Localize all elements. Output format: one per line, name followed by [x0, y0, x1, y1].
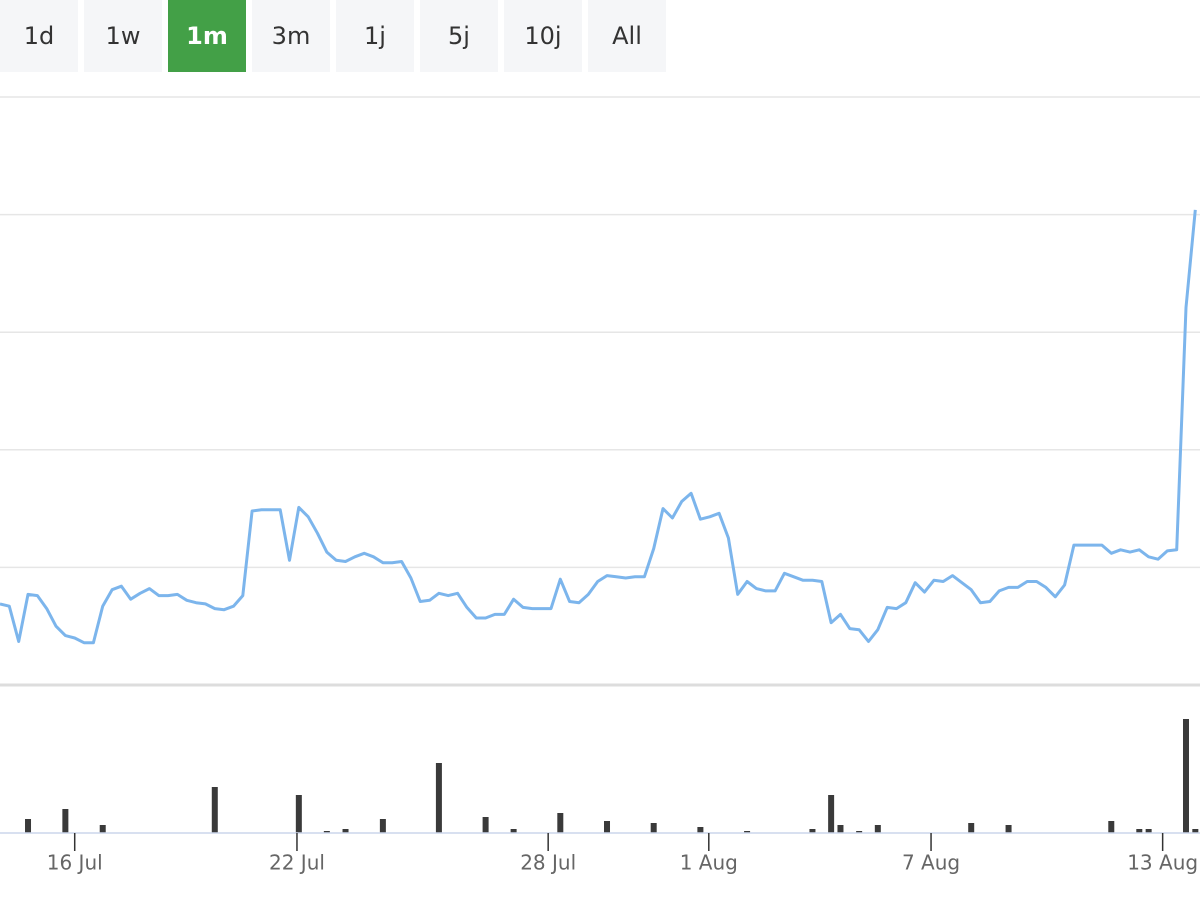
volume-bar — [99, 825, 106, 833]
range-button[interactable]: 1m — [168, 0, 246, 72]
volume-bar — [874, 825, 881, 833]
volume-bar — [211, 787, 218, 833]
volume-bar — [837, 825, 844, 833]
range-button[interactable]: All — [588, 0, 666, 72]
range-button[interactable]: 1d — [0, 0, 78, 72]
volume-bar — [295, 795, 302, 833]
volume-bar — [856, 831, 863, 833]
volume-bar — [809, 829, 816, 833]
volume-bar — [557, 813, 564, 833]
volume-bar — [1192, 829, 1199, 833]
volume-bar — [435, 763, 442, 833]
x-tick-label: 22 Jul — [269, 851, 325, 875]
volume-bar — [482, 817, 489, 833]
volume-bar — [1108, 821, 1115, 833]
volume-bar — [323, 831, 330, 833]
range-button[interactable]: 5j — [420, 0, 498, 72]
volume-bar — [1145, 829, 1152, 833]
x-tick-label: 16 Jul — [47, 851, 103, 875]
volume-bar — [968, 823, 975, 833]
x-tick-label: 7 Aug — [902, 851, 960, 875]
volume-bar — [744, 831, 751, 833]
price-line — [0, 209, 1197, 645]
range-button[interactable]: 3m — [252, 0, 330, 72]
volume-bar — [697, 827, 704, 833]
x-tick-label: 28 Jul — [520, 851, 576, 875]
volume-bar — [828, 795, 835, 833]
volume-bar — [650, 823, 657, 833]
range-button[interactable]: 1w — [84, 0, 162, 72]
range-button[interactable]: 1j — [336, 0, 414, 72]
volume-bar — [379, 819, 386, 833]
volume-bar — [604, 821, 611, 833]
volume-bar — [342, 829, 349, 833]
volume-bar — [1136, 829, 1143, 833]
volume-bar — [1182, 719, 1189, 833]
x-tick-label: 13 Aug — [1127, 851, 1198, 875]
volume-bar — [25, 819, 32, 833]
x-tick-label: 1 Aug — [680, 851, 738, 875]
volume-bar — [1005, 825, 1012, 833]
volume-bar — [62, 809, 69, 833]
volume-bar — [510, 829, 517, 833]
range-button[interactable]: 10j — [504, 0, 582, 72]
